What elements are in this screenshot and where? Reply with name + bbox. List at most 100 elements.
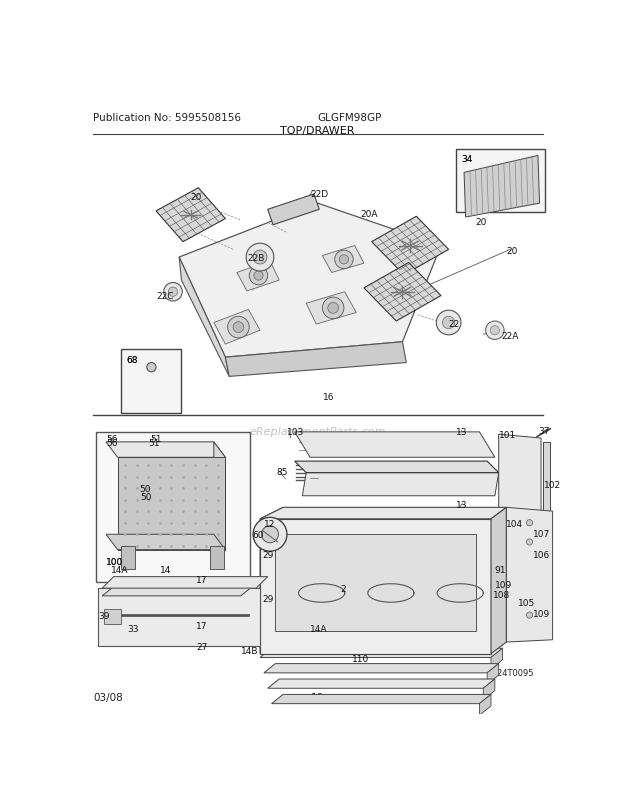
Text: 20: 20 <box>191 192 202 201</box>
Text: 22C: 22C <box>156 292 174 301</box>
Circle shape <box>164 283 182 302</box>
Text: 39: 39 <box>99 611 110 621</box>
Text: 10: 10 <box>311 692 324 703</box>
Text: 34: 34 <box>462 155 473 164</box>
Text: 12: 12 <box>264 519 275 529</box>
Circle shape <box>253 251 267 265</box>
Polygon shape <box>268 679 495 688</box>
Text: 109: 109 <box>533 610 551 618</box>
Polygon shape <box>507 508 552 642</box>
Polygon shape <box>464 156 539 218</box>
Text: 03/08: 03/08 <box>93 692 123 703</box>
Polygon shape <box>264 664 498 673</box>
Polygon shape <box>260 648 503 658</box>
Polygon shape <box>112 635 243 645</box>
Text: 56: 56 <box>106 435 118 444</box>
Circle shape <box>485 322 504 340</box>
Polygon shape <box>542 443 551 535</box>
Text: 110: 110 <box>352 654 370 662</box>
Bar <box>122 350 182 413</box>
Polygon shape <box>106 535 225 550</box>
Polygon shape <box>225 342 406 377</box>
Text: 22: 22 <box>449 319 460 328</box>
Polygon shape <box>491 508 507 654</box>
Circle shape <box>254 272 263 281</box>
Text: 103: 103 <box>287 427 304 436</box>
Polygon shape <box>260 508 283 654</box>
Polygon shape <box>237 261 279 292</box>
Polygon shape <box>179 257 229 377</box>
Circle shape <box>322 298 344 319</box>
Text: 85: 85 <box>276 468 288 476</box>
Polygon shape <box>99 589 260 646</box>
Text: 51: 51 <box>148 439 160 448</box>
Polygon shape <box>272 695 491 704</box>
Polygon shape <box>260 508 507 519</box>
Text: 60: 60 <box>252 531 264 540</box>
Polygon shape <box>275 535 476 630</box>
Text: 51: 51 <box>150 435 161 444</box>
Text: 14A: 14A <box>310 625 327 634</box>
Polygon shape <box>306 293 356 325</box>
Polygon shape <box>118 458 225 550</box>
Text: eReplacementParts.com: eReplacementParts.com <box>250 427 386 437</box>
Polygon shape <box>122 546 135 569</box>
Text: 17: 17 <box>196 575 208 585</box>
Polygon shape <box>106 443 225 458</box>
Polygon shape <box>364 263 441 322</box>
Text: 29: 29 <box>262 593 273 603</box>
Text: TOP/DRAWER: TOP/DRAWER <box>280 125 355 136</box>
Circle shape <box>339 255 348 265</box>
Circle shape <box>228 317 249 338</box>
Circle shape <box>253 517 287 552</box>
Text: 104: 104 <box>507 519 523 529</box>
Circle shape <box>436 311 461 335</box>
Text: 22A: 22A <box>501 331 518 341</box>
Bar <box>456 150 545 213</box>
Polygon shape <box>294 432 495 458</box>
Text: 108: 108 <box>494 591 510 600</box>
Text: 17: 17 <box>196 622 208 630</box>
Text: 102: 102 <box>544 480 561 490</box>
Polygon shape <box>303 473 498 496</box>
Polygon shape <box>491 648 503 669</box>
Polygon shape <box>105 605 249 614</box>
Text: 107: 107 <box>533 529 551 538</box>
Text: 20: 20 <box>476 218 487 227</box>
Text: 16: 16 <box>323 392 335 401</box>
Polygon shape <box>260 519 491 654</box>
Polygon shape <box>322 246 364 273</box>
Text: 13: 13 <box>456 500 468 509</box>
Text: 100: 100 <box>106 557 123 567</box>
Circle shape <box>262 526 278 543</box>
Text: 34: 34 <box>462 155 473 164</box>
Text: GLGFM98GP: GLGFM98GP <box>317 113 382 124</box>
Polygon shape <box>104 610 122 625</box>
Circle shape <box>233 322 244 333</box>
Text: T24T0095: T24T0095 <box>492 668 533 677</box>
Text: 68: 68 <box>126 355 138 364</box>
Polygon shape <box>102 587 252 596</box>
Circle shape <box>526 520 533 526</box>
Polygon shape <box>487 664 498 685</box>
Polygon shape <box>371 217 449 275</box>
Text: 50: 50 <box>141 492 152 501</box>
Text: Publication No: 5995508156: Publication No: 5995508156 <box>93 113 241 124</box>
Text: 91: 91 <box>495 565 507 574</box>
Polygon shape <box>102 577 268 589</box>
Text: 20A: 20A <box>360 210 378 219</box>
Polygon shape <box>179 204 441 358</box>
Text: 37: 37 <box>538 426 549 435</box>
Circle shape <box>526 539 533 545</box>
Polygon shape <box>479 695 491 715</box>
Text: 20: 20 <box>507 247 518 256</box>
Circle shape <box>328 303 339 314</box>
Polygon shape <box>108 620 246 630</box>
Text: 100: 100 <box>106 557 123 567</box>
Polygon shape <box>156 188 225 242</box>
Text: 109: 109 <box>495 581 512 589</box>
Text: 22B: 22B <box>247 254 264 263</box>
Polygon shape <box>498 435 541 542</box>
Circle shape <box>246 244 274 272</box>
Circle shape <box>526 612 533 618</box>
